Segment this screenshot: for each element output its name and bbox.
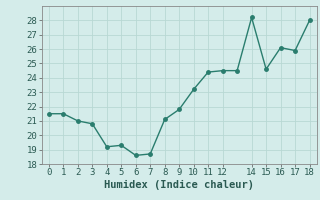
X-axis label: Humidex (Indice chaleur): Humidex (Indice chaleur) [104, 180, 254, 190]
